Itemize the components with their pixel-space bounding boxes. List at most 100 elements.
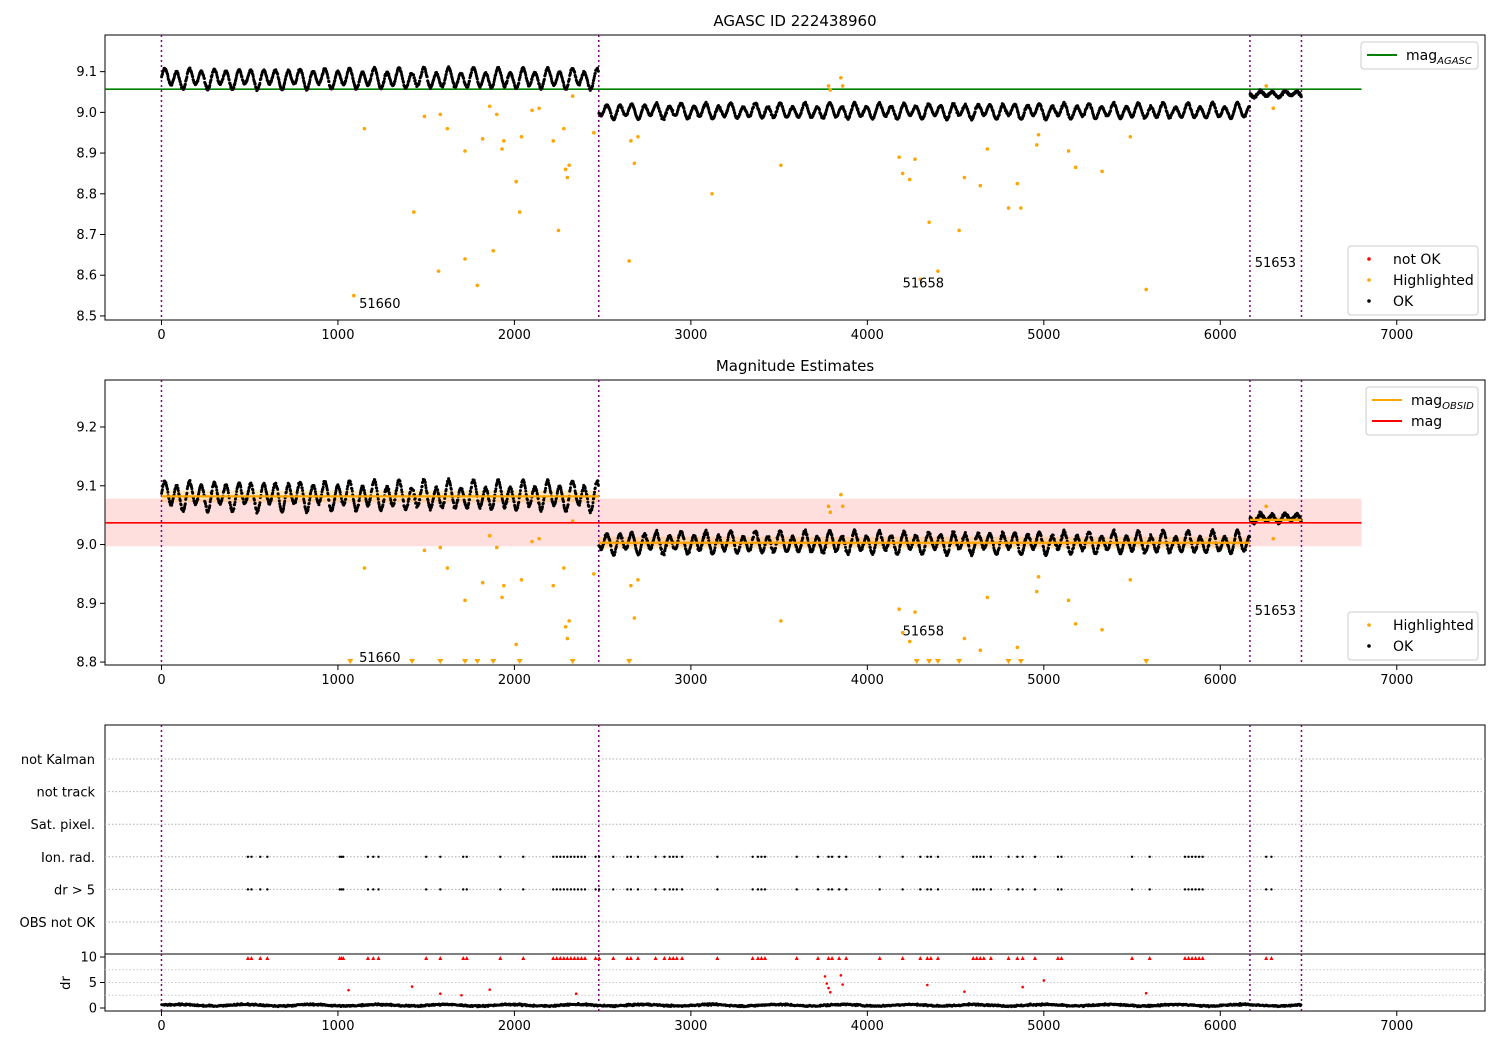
legend-entry-label: Highlighted [1393, 273, 1474, 289]
ok-point [506, 79, 509, 82]
ok-point [176, 484, 179, 487]
y-tick-label: 9.1 [76, 65, 97, 80]
ok-point [488, 500, 491, 503]
ok-point [230, 506, 233, 509]
ok-point [544, 72, 547, 75]
ok-point [418, 80, 421, 83]
ok-point [856, 538, 859, 541]
highlighted-point [1016, 182, 1020, 186]
ok-point [573, 485, 576, 488]
ok-point [161, 488, 164, 491]
highlighted-point [627, 259, 631, 263]
y-tick-label: 9.0 [76, 106, 97, 121]
ok-point [227, 75, 230, 78]
ok-point [541, 505, 544, 508]
ok-point [476, 78, 479, 81]
ok-point [492, 502, 495, 505]
highlighted-point [1035, 143, 1039, 147]
ok-point [848, 548, 851, 551]
ok-point [184, 83, 187, 86]
ok-point [211, 74, 214, 77]
ok-point [400, 485, 403, 488]
ok-point [750, 546, 753, 549]
ok-point [475, 488, 478, 491]
x-tick-label: 3000 [674, 328, 707, 343]
ok-point [644, 534, 647, 537]
ok-point [519, 489, 522, 492]
ok-point [333, 501, 336, 504]
obsid-label: 51653 [1255, 256, 1296, 271]
ok-point [376, 74, 379, 77]
ok-point [371, 488, 374, 491]
ok-point [511, 490, 514, 493]
ok-point [567, 83, 570, 86]
ok-point [418, 502, 421, 505]
highlighted-point [437, 269, 441, 273]
ok-point [752, 536, 755, 539]
ok-point [406, 503, 409, 506]
ok-point [565, 510, 568, 513]
highlighted-point [1100, 170, 1104, 174]
ok-point [1023, 111, 1026, 114]
ok-point [252, 491, 255, 494]
ok-point [428, 503, 431, 506]
ok-point [470, 486, 473, 489]
ok-point [456, 499, 459, 502]
ok-point [387, 73, 390, 76]
ok-point [399, 480, 402, 483]
ok-point [614, 551, 617, 554]
ok-point [242, 498, 245, 501]
x-tick-label: 4000 [851, 328, 884, 343]
ok-point [421, 485, 424, 488]
ok-point [191, 492, 194, 495]
ok-point [869, 546, 872, 549]
ok-point [1109, 109, 1112, 112]
ok-point [713, 549, 716, 552]
magnitude-plot-title: Magnitude Estimates [716, 357, 874, 375]
ok-point [801, 536, 804, 539]
ok-point [774, 547, 777, 550]
ok-point [597, 70, 600, 73]
highlighted-point [633, 161, 637, 165]
ok-point [851, 107, 854, 110]
ok-point [278, 499, 281, 502]
ok-point [824, 546, 827, 549]
y-tick-label: 8.8 [76, 187, 97, 202]
ok-point [586, 501, 589, 504]
highlighted-point [779, 163, 783, 167]
ok-point [616, 109, 619, 112]
highlighted-point [1067, 149, 1071, 153]
ok-point [252, 75, 255, 78]
ok-point [1146, 112, 1149, 115]
ok-point [357, 504, 360, 507]
ok-point [328, 80, 331, 83]
ok-point [260, 489, 263, 492]
ok-point [526, 498, 529, 501]
ok-point [439, 501, 442, 504]
ok-point [519, 492, 522, 495]
ok-point [308, 502, 311, 505]
ok-point [1157, 113, 1160, 116]
ok-point [247, 489, 250, 492]
ok-point [524, 490, 527, 493]
ok-point [443, 501, 446, 504]
ok-point [393, 502, 396, 505]
ok-point [346, 488, 349, 491]
ok-point [208, 504, 211, 507]
ok-point [445, 73, 448, 76]
ok-point [562, 500, 565, 503]
ok-point [239, 486, 242, 489]
ok-point [1214, 107, 1217, 110]
ok-point [424, 481, 427, 484]
ok-point [435, 485, 438, 488]
ok-point [800, 544, 803, 547]
ok-point [307, 508, 310, 511]
ok-point [537, 497, 540, 500]
agasc-vlines [161, 35, 1301, 320]
ok-point [844, 110, 847, 113]
ok-point [663, 553, 666, 556]
legend-dot-swatch [1367, 257, 1371, 261]
highlighted-point [1144, 288, 1148, 292]
ok-point [264, 485, 267, 488]
